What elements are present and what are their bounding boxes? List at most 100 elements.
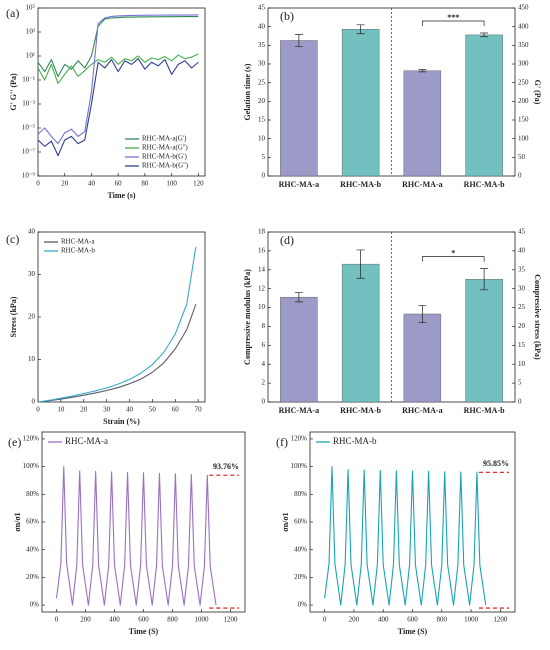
x-tick-label: RHC-MA-a xyxy=(279,406,319,415)
legend-label: RHC-MA-a(G') xyxy=(142,135,187,143)
x-tick-label: 40 xyxy=(88,180,96,188)
series-line xyxy=(37,14,199,145)
x-tick-label: 80 xyxy=(141,180,149,188)
y2-tick-label: 30 xyxy=(518,284,526,292)
y-axis-label: σn/σ1 xyxy=(13,512,22,531)
x-tick-label: 100 xyxy=(166,180,177,188)
y2-tick-label: 200 xyxy=(518,97,529,105)
y-tick-label: 60% xyxy=(26,518,39,526)
x-tick-label: 400 xyxy=(109,616,120,624)
error-bar xyxy=(356,249,365,279)
x-tick-label: 0 xyxy=(323,616,327,624)
y-tick-label: 20% xyxy=(26,573,39,581)
panel-label: (c) xyxy=(6,232,19,246)
x-tick-label: RHC-MA-a xyxy=(279,180,319,189)
plot-frame xyxy=(37,231,206,403)
y2-axis-label: Compressive stress (kPa) xyxy=(533,274,542,360)
panel-label: (f) xyxy=(276,435,288,449)
y-tick-label: 0 xyxy=(32,398,36,406)
legend-label: RHC-MA-b xyxy=(333,436,377,446)
y-tick-label: 16 xyxy=(258,246,266,254)
y-axis-label: G' G'' (Pa) xyxy=(9,73,18,111)
y-tick-label: 8 xyxy=(262,322,266,330)
significance-label: *** xyxy=(447,13,459,22)
y-tick-label: 10⁻⁵ xyxy=(22,124,36,132)
x-tick-label: RHC-MA-a xyxy=(402,180,442,189)
y-tick-label: 10⁻⁷ xyxy=(22,148,36,156)
x-tick-label: RHC-MA-a xyxy=(402,406,442,415)
y-tick-label: 30 xyxy=(28,270,36,278)
y-tick-label: 10 xyxy=(258,303,266,311)
bar xyxy=(341,263,380,403)
y-tick-label: 18 xyxy=(258,228,266,236)
legend-label: RHC-MA-b(G'') xyxy=(142,162,189,170)
significance-label: * xyxy=(451,248,455,257)
y-axis-label: σn/σ1 xyxy=(281,512,290,531)
series-line xyxy=(37,304,197,403)
x-tick-label: 1000 xyxy=(464,616,479,624)
bar xyxy=(280,40,318,177)
y-tick-label: 35 xyxy=(258,41,266,49)
panel-label: (a) xyxy=(6,6,19,20)
x-tick-label: 20 xyxy=(80,406,88,414)
y-tick-label: 0% xyxy=(30,601,40,609)
panel-label: (d) xyxy=(280,233,294,247)
y-axis-label: Compressive modulus (kPa) xyxy=(243,269,252,365)
series-line xyxy=(55,466,217,606)
y-axis-label: Stress (kPa) xyxy=(9,296,18,337)
y-axis-label: Gelation time (s) xyxy=(243,63,252,120)
y2-tick-label: 300 xyxy=(518,60,529,68)
y-tick-label: 0% xyxy=(298,601,308,609)
y-tick-label: 30 xyxy=(258,60,266,68)
y-tick-label: 10⁵ xyxy=(26,4,36,12)
y-tick-label: 14 xyxy=(258,265,266,273)
x-tick-label: 200 xyxy=(349,616,360,624)
significance-bracket xyxy=(422,20,485,27)
y-tick-label: 0 xyxy=(262,172,266,180)
y2-tick-label: 10 xyxy=(518,360,526,368)
legend-label: RHC-MA-a xyxy=(65,436,108,446)
x-tick-label: 600 xyxy=(407,616,418,624)
legend-label: RHC-MA-b xyxy=(61,247,95,255)
x-tick-label: 40 xyxy=(126,406,134,414)
x-tick-label: 400 xyxy=(378,616,389,624)
y-tick-label: 20 xyxy=(28,313,36,321)
y2-tick-label: 450 xyxy=(518,4,529,12)
y2-axis-label: G' (Pa) xyxy=(533,80,542,105)
legend-label: RHC-MA-a(G'') xyxy=(142,144,188,152)
panel-label: (b) xyxy=(280,9,294,23)
x-tick-label: 0 xyxy=(36,406,40,414)
x-tick-label: 60 xyxy=(115,180,123,188)
y-tick-label: 10⁻⁹ xyxy=(22,172,36,180)
bar xyxy=(280,296,318,403)
legend-label: RHC-MA-a xyxy=(61,238,95,246)
y-tick-label: 12 xyxy=(258,284,266,292)
y2-tick-label: 250 xyxy=(518,78,529,86)
annotation-label: 93.76% xyxy=(213,462,239,471)
x-axis-label: Strain (%) xyxy=(103,417,140,426)
x-tick-label: 800 xyxy=(167,616,178,624)
x-tick-label: 1000 xyxy=(195,616,210,624)
error-bar xyxy=(356,24,365,35)
x-tick-label: RHC-MA-b xyxy=(464,180,505,189)
y2-tick-label: 15 xyxy=(518,341,526,349)
y-tick-label: 100% xyxy=(23,462,40,470)
y-tick-label: 15 xyxy=(258,116,266,124)
bar xyxy=(465,34,503,177)
y-tick-label: 10 xyxy=(28,355,36,363)
y2-tick-label: 45 xyxy=(518,228,526,236)
x-tick-label: 20 xyxy=(61,180,69,188)
y2-tick-label: 150 xyxy=(518,116,529,124)
y2-tick-label: 20 xyxy=(518,322,526,330)
significance-bracket xyxy=(422,256,485,262)
y-tick-label: 10¹ xyxy=(26,52,35,60)
y-tick-label: 5 xyxy=(262,153,266,161)
legend-label: RHC-MA-b(G') xyxy=(142,153,187,161)
y-tick-label: 2 xyxy=(262,379,266,387)
y2-tick-label: 350 xyxy=(518,41,529,49)
y2-tick-label: 5 xyxy=(518,379,522,387)
y2-tick-label: 100 xyxy=(518,134,529,142)
error-bar xyxy=(480,32,489,38)
y-tick-label: 120% xyxy=(23,435,40,443)
